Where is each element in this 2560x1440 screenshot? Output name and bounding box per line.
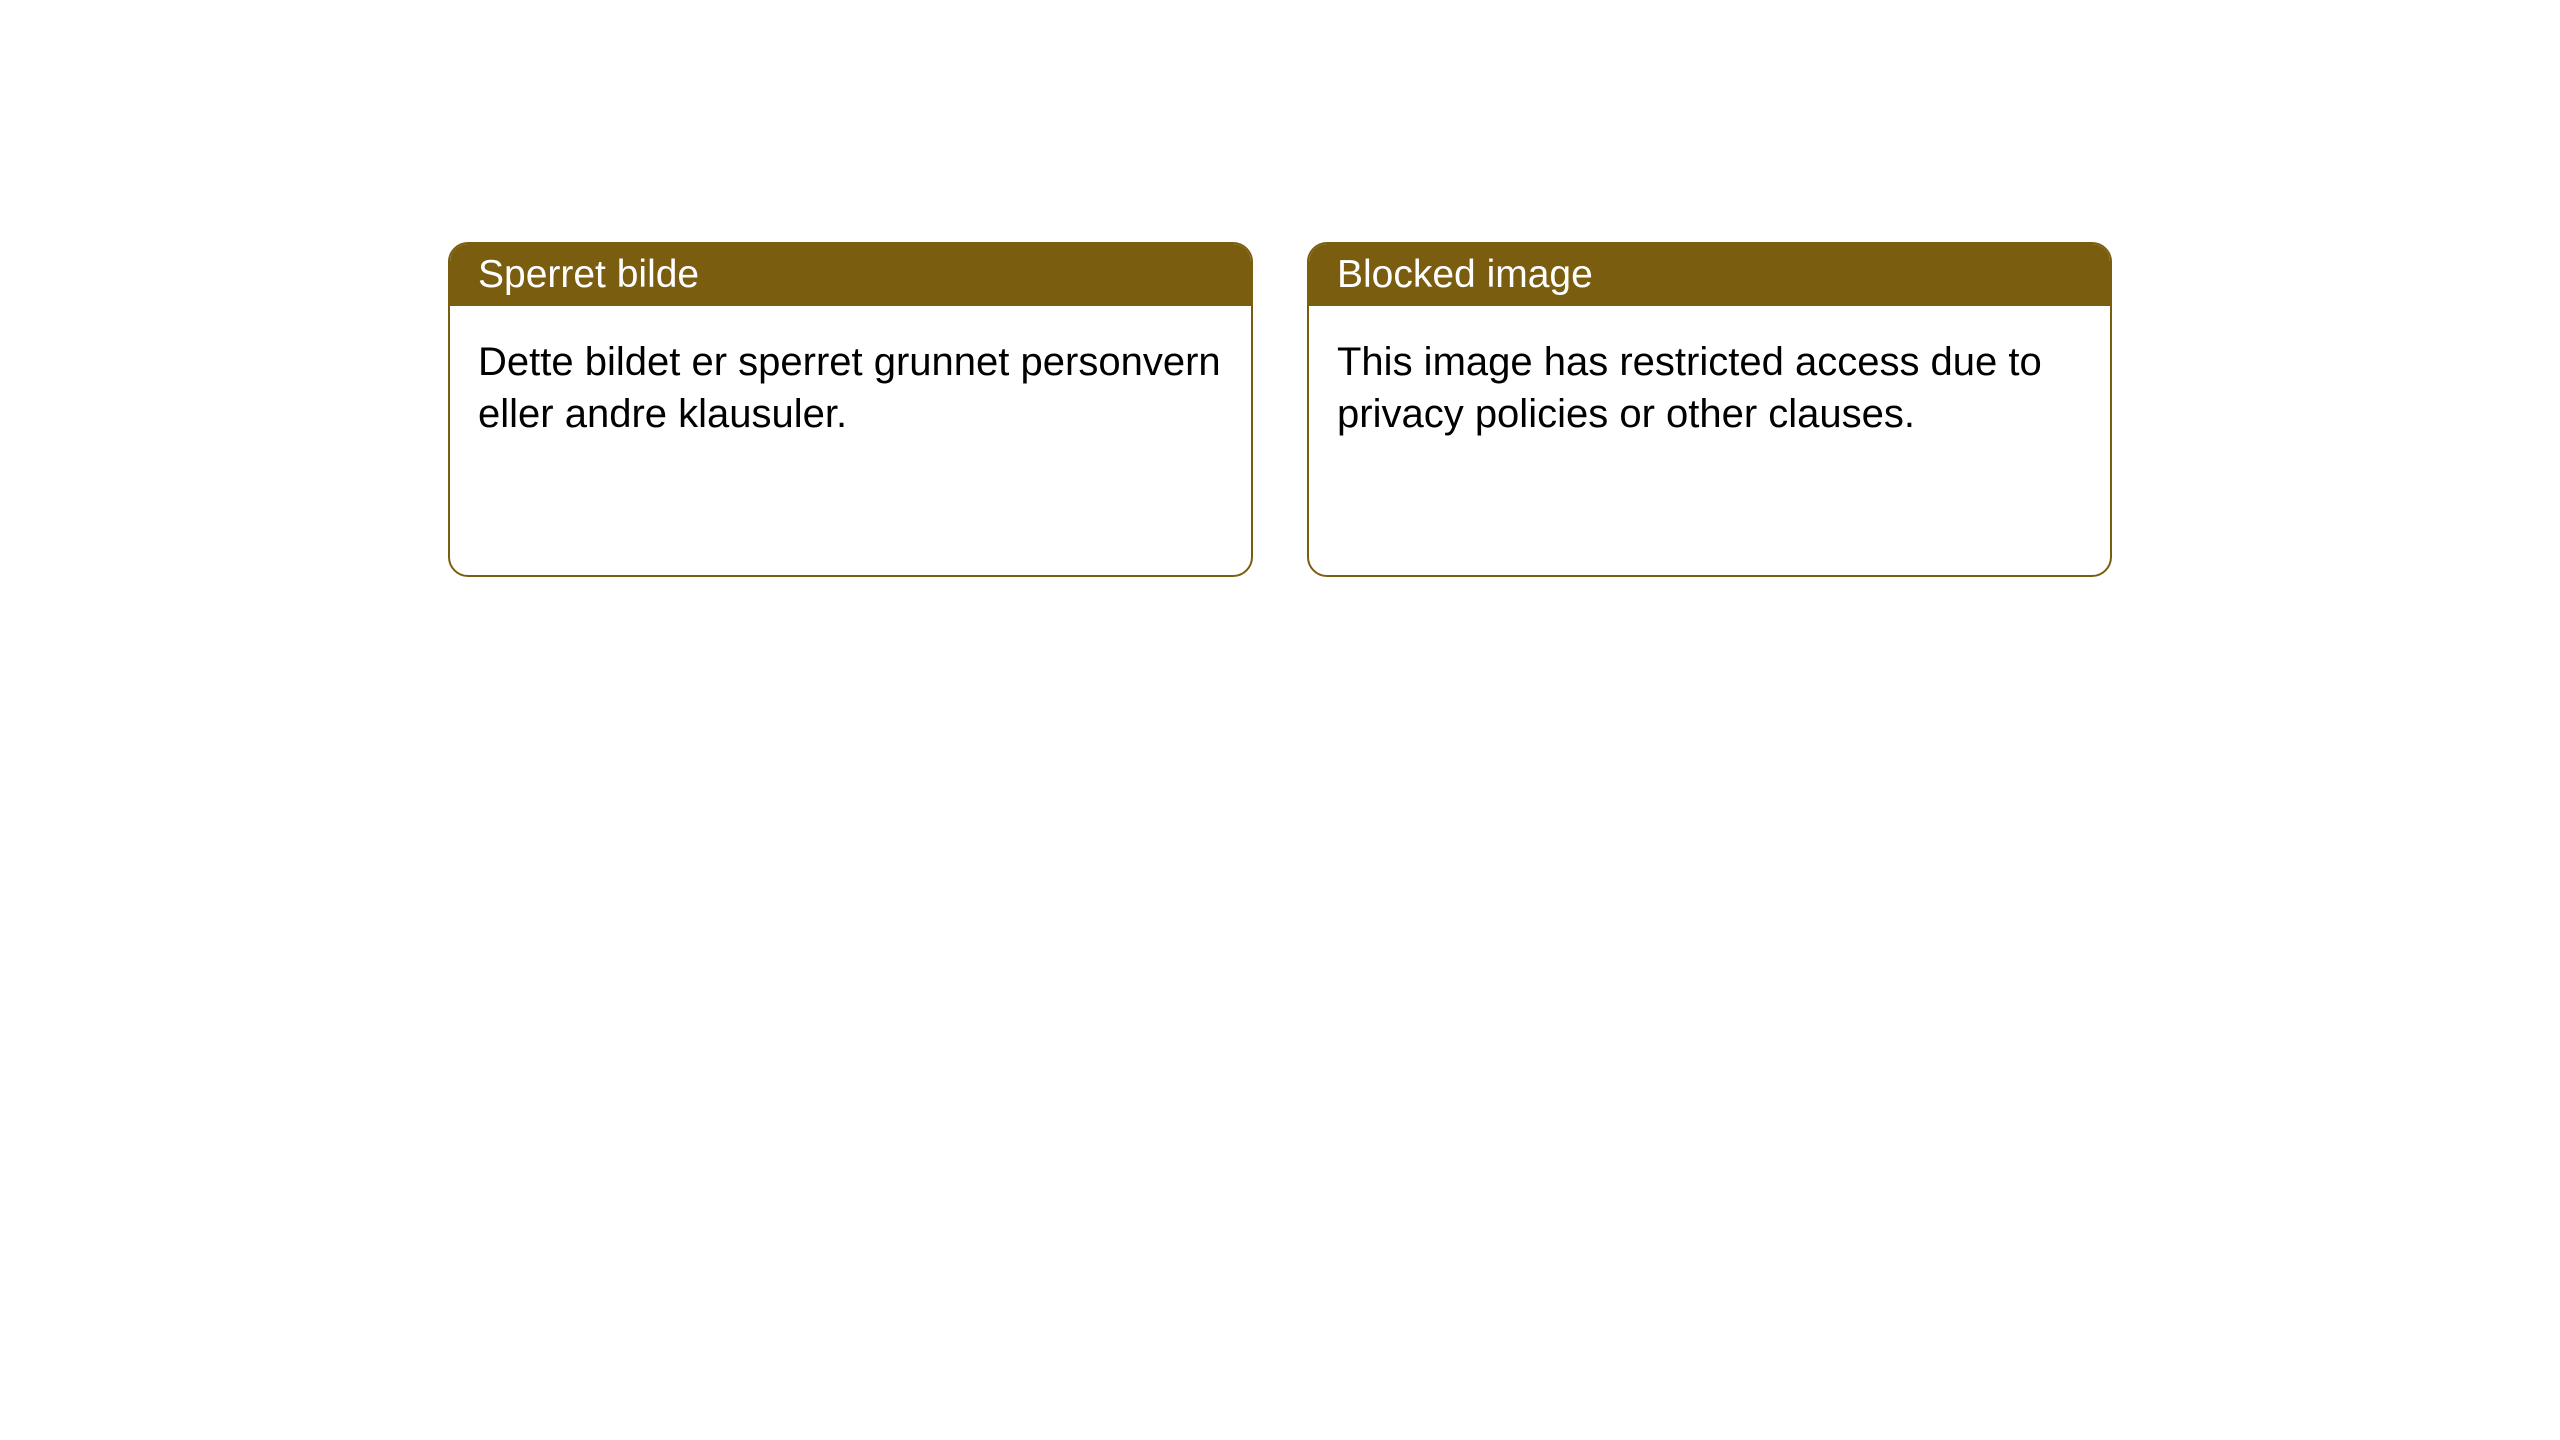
notice-text-norwegian: Dette bildet er sperret grunnet personve… [478, 340, 1221, 436]
notice-header-english: Blocked image [1309, 244, 2110, 306]
notice-body-english: This image has restricted access due to … [1309, 306, 2110, 470]
notice-body-norwegian: Dette bildet er sperret grunnet personve… [450, 306, 1251, 470]
notice-header-norwegian: Sperret bilde [450, 244, 1251, 306]
notice-container: Sperret bilde Dette bildet er sperret gr… [0, 0, 2560, 577]
notice-box-norwegian: Sperret bilde Dette bildet er sperret gr… [448, 242, 1253, 577]
notice-box-english: Blocked image This image has restricted … [1307, 242, 2112, 577]
notice-title-english: Blocked image [1337, 253, 1593, 296]
notice-text-english: This image has restricted access due to … [1337, 340, 2042, 436]
notice-title-norwegian: Sperret bilde [478, 253, 699, 296]
